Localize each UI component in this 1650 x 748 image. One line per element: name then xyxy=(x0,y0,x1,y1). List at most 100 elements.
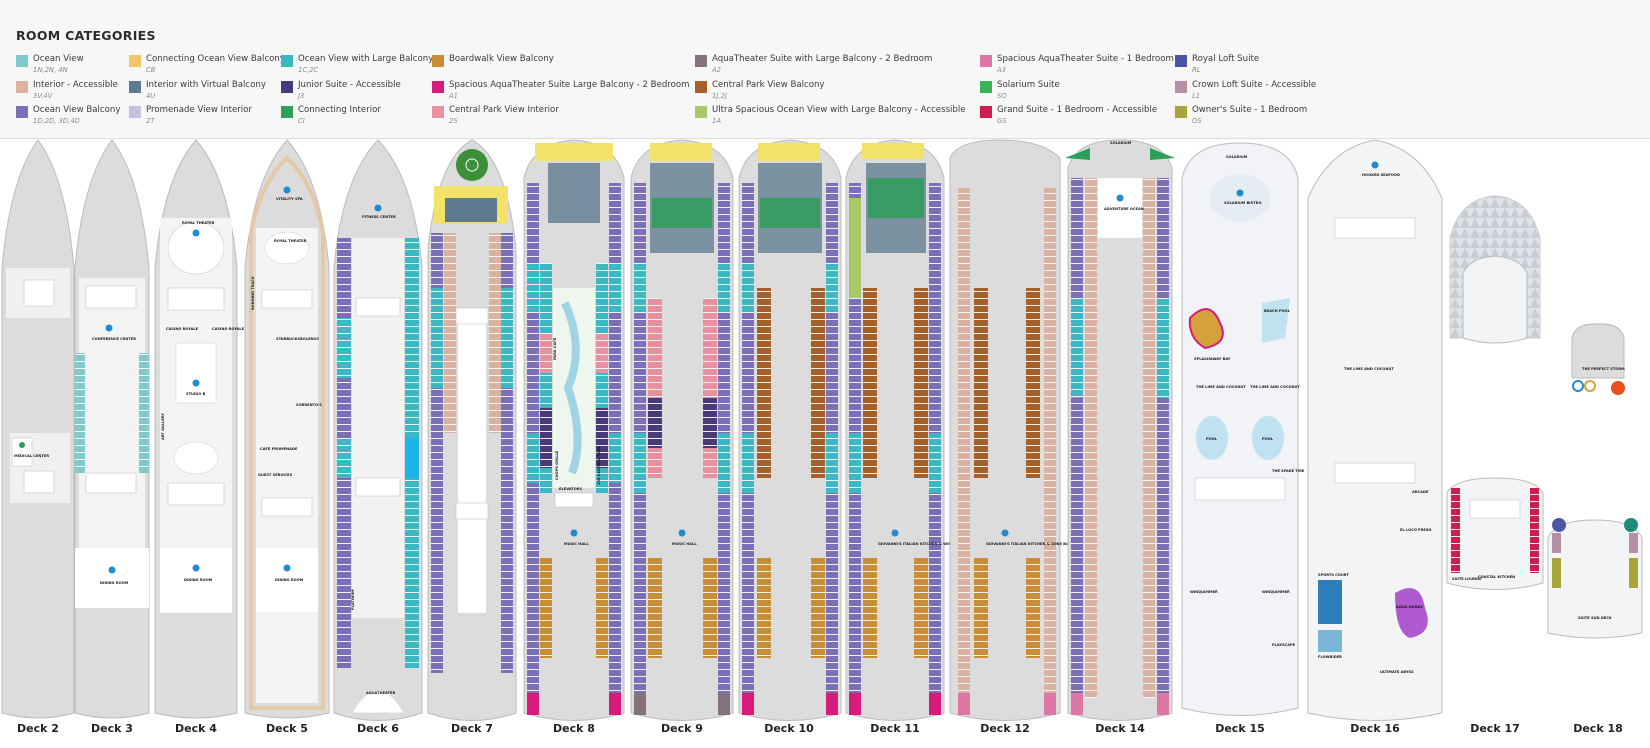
d15-splash-label: SPLASHAWAY BAY xyxy=(1194,357,1231,361)
category-codes: 1C,2C xyxy=(298,66,319,74)
category-swatch xyxy=(980,80,992,93)
d2-medical-label: MEDICAL CENTER xyxy=(14,454,49,458)
deck-label: Deck 7 xyxy=(451,722,493,735)
deck-15-plan: SOLARIUM SOLARIUM BISTRO SPLASHAWAY BAY … xyxy=(1181,142,1305,716)
d12-giovanni-label: GIOVANNI'S ITALIAN KITCHEN & WINE BAR xyxy=(986,542,1072,546)
category-name: AquaTheater Suite with Large Balcony - 2… xyxy=(712,54,933,64)
d15-solarium-label: SOLARIUM xyxy=(1226,155,1248,159)
category-swatch xyxy=(695,55,707,67)
category-codes: 1D,2D, 3D,4D xyxy=(33,117,80,125)
category-name: Boardwalk View Balcony xyxy=(449,54,554,64)
deck-4-plan: ROYAL THEATER CASINO ROYALE CASINO ROYAL… xyxy=(154,139,245,719)
deck-label: Deck 8 xyxy=(553,722,595,735)
category-name: Ultra Spacious Ocean View with Large Bal… xyxy=(712,105,966,115)
category-name: Spacious AquaTheater Suite Large Balcony… xyxy=(449,79,690,90)
category-swatch xyxy=(432,106,444,118)
d5-track-label: RUNNING TRACK xyxy=(251,276,255,310)
d6-fitness-label: FITNESS CENTER xyxy=(362,215,396,219)
category-name: Ocean View xyxy=(33,54,84,64)
category-name: Grand Suite - 1 Bedroom - Accessible xyxy=(997,105,1158,115)
category-swatch xyxy=(1175,55,1187,67)
d15-beach-label: BEACH POOL xyxy=(1264,309,1291,313)
d5-boleros-label: BOLEROS xyxy=(300,337,319,341)
category-codes: 3V,4V xyxy=(33,91,53,100)
d16-loco-label: EL LOCO FRESH xyxy=(1400,528,1431,532)
category-codes: 4U xyxy=(146,91,156,100)
category-codes: L1 xyxy=(1192,91,1201,100)
d18-storm-label: THE PERFECT STORM xyxy=(1582,367,1625,371)
d15-pool1-label: POOL xyxy=(1206,437,1218,441)
deck-plans: MEDICAL CENTER CONFERENCE CENTER DINING … xyxy=(0,138,1650,723)
deck-6-plan: FITNESS CENTER PLATINUM AQUATHEATER xyxy=(333,139,423,721)
d16-abyss-label: ULTIMATE ABYSS xyxy=(1380,670,1414,674)
d6-aquatheater-label: AQUATHEATER xyxy=(366,691,395,695)
d8-elev-label: ELEVATORS xyxy=(559,487,583,491)
deck-label: Deck 4 xyxy=(175,722,217,735)
d16-arcade-label: ARCADE xyxy=(1412,490,1429,494)
d5-vitality-label: VITALITY SPA xyxy=(276,197,303,201)
d16-sports-label: SPORTS COURT xyxy=(1318,573,1349,577)
category-codes: J3 xyxy=(298,91,305,100)
category-codes: CB xyxy=(146,66,156,74)
d5-starbucks-label: STARBUCKS xyxy=(276,337,300,341)
d14-adventure-label: ADVENTURE OCEAN xyxy=(1104,207,1144,211)
d15-lime1-label: THE LIME AND COCONUT xyxy=(1196,385,1246,389)
d16-aqua-label: AQUA DUNKS xyxy=(1396,605,1423,609)
d17-suite-label: SUITE LOUNGE xyxy=(1452,577,1482,581)
category-codes: 1N,2N, 4N xyxy=(33,66,68,74)
deck-label: Deck 17 xyxy=(1470,722,1520,735)
d4-art-label: ART GALLERY xyxy=(161,413,165,440)
category-swatch xyxy=(129,55,141,67)
category-codes: 2T xyxy=(146,117,155,125)
category-name: Junior Suite - Accessible xyxy=(298,79,401,90)
category-codes: 1A xyxy=(712,117,721,125)
category-swatch xyxy=(432,55,444,67)
category-codes: A1 xyxy=(449,91,458,100)
category-swatch xyxy=(1175,106,1187,118)
deck-label: Deck 3 xyxy=(91,722,133,735)
room-categories-legend: ROOM CATEGORIES Ocean View 1N,2N, 4N Inter… xyxy=(0,0,1650,139)
category-name: Connecting Ocean View Balcony xyxy=(146,54,285,64)
category-name: Owner's Suite - 1 Bedroom xyxy=(1192,105,1308,115)
d15-wind2-label: WINDJAMMER xyxy=(1262,590,1290,594)
d16-lime-label: THE LIME AND COCONUT xyxy=(1344,367,1394,371)
category-swatch xyxy=(129,80,141,93)
deck-label: Deck 2 xyxy=(17,722,59,735)
deck-3-plan: CONFERENCE CENTER DINING ROOM xyxy=(74,139,150,719)
d8-chops-label: CHOPS GRILLE xyxy=(555,450,559,480)
category-name: Solarium Suite xyxy=(997,79,1060,90)
d4-studio-label: STUDIO B xyxy=(186,392,206,396)
d8-park-label: PARK CAFÉ xyxy=(552,337,557,360)
d11-giovanni-label: GIOVANNI'S ITALIAN KITCHEN & WINE BAR xyxy=(878,542,964,546)
category-swatch xyxy=(281,106,293,118)
deck-label: Deck 6 xyxy=(357,722,399,735)
category-name: Central Park View Balcony xyxy=(712,79,825,90)
deck-label: Deck 11 xyxy=(870,722,920,735)
d5-theater-label: ROYAL THEATER xyxy=(274,239,307,243)
d8-central-label: 150 CENTRAL PARK xyxy=(597,446,601,485)
d5-sorrentos-label: SORRENTO'S xyxy=(296,403,322,407)
category-swatch xyxy=(695,106,707,118)
category-name: Crown Loft Suite - Accessible xyxy=(1192,79,1317,90)
category-swatch xyxy=(129,106,141,118)
category-swatch xyxy=(281,80,293,93)
deck-label: Deck 18 xyxy=(1573,722,1623,735)
deck-16-plan: HOOKED SEAFOOD THE LIME AND COCONUT ARCA… xyxy=(1307,139,1443,721)
deck-label: Deck 14 xyxy=(1095,722,1145,735)
d15-bistro-label: SOLARIUM BISTRO xyxy=(1224,201,1262,205)
category-name: Promenade View Interior xyxy=(146,105,252,115)
category-codes: 2S xyxy=(449,117,458,125)
d3-dining-label: DINING ROOM xyxy=(100,581,129,585)
d8-music-label: MUSIC HALL xyxy=(564,542,589,546)
category-name: Ocean View with Large Balcony xyxy=(298,54,434,64)
d5-dining-label: DINING ROOM xyxy=(275,578,304,582)
category-codes: RL xyxy=(1192,66,1201,74)
category-swatch xyxy=(16,55,28,67)
deck-label: Deck 10 xyxy=(764,722,814,735)
legend-title: ROOM CATEGORIES xyxy=(16,28,156,43)
d9-music-label: MUSIC HALL xyxy=(672,542,697,546)
d6-platinum-label: PLATINUM xyxy=(351,589,355,610)
category-swatch xyxy=(16,106,28,118)
d15-pool2-label: POOL xyxy=(1262,437,1274,441)
category-swatch xyxy=(281,55,293,67)
